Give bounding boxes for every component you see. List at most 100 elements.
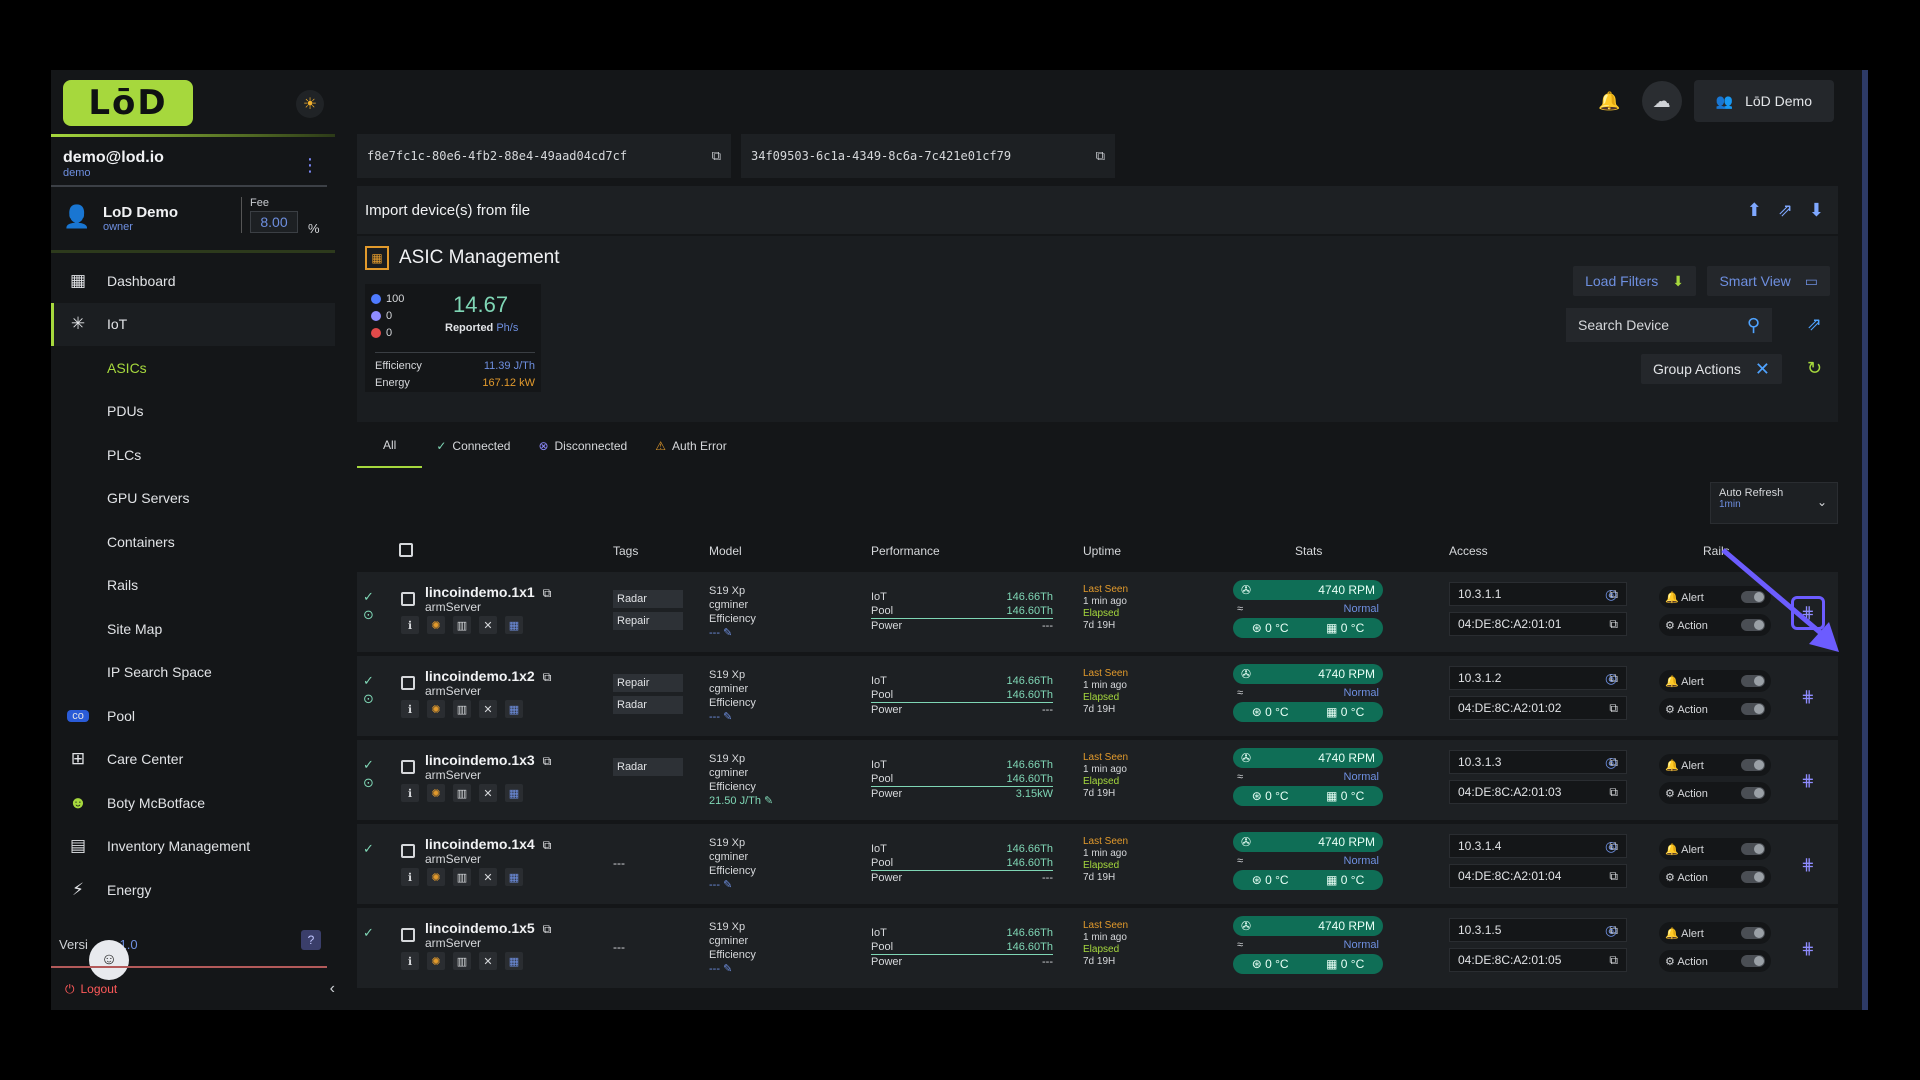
- help-icon[interactable]: ?: [301, 930, 321, 950]
- action-toggle[interactable]: [1741, 955, 1765, 967]
- more-vertical-icon[interactable]: ⋮: [301, 155, 319, 175]
- calendar-icon[interactable]: ▦: [505, 700, 523, 718]
- search-input[interactable]: Search Device ⚲: [1566, 308, 1772, 342]
- sidebar-item-pool[interactable]: co Pool: [51, 694, 335, 738]
- tools-icon[interactable]: ✕: [479, 700, 497, 718]
- gear-icon[interactable]: ✺: [427, 868, 445, 886]
- copy-icon[interactable]: ⧉: [542, 670, 552, 684]
- info-icon[interactable]: ℹ: [401, 700, 419, 718]
- smart-view-button[interactable]: Smart View ▭: [1707, 266, 1830, 296]
- rails-settings-icon[interactable]: ⋕: [1801, 941, 1815, 958]
- copy-icon[interactable]: ⧉: [542, 586, 552, 600]
- collapse-sidebar-icon[interactable]: ‹: [329, 980, 335, 997]
- sidebar-sub-gpu-servers[interactable]: GPU Servers: [107, 490, 190, 507]
- ip-field[interactable]: 10.3.1.4 ⧉: [1449, 834, 1627, 858]
- open-external-icon[interactable]: ⧉: [1609, 838, 1618, 853]
- sidebar-item-energy[interactable]: ⚡ Energy: [51, 868, 335, 912]
- copy-icon[interactable]: ⧉: [542, 922, 552, 936]
- row-checkbox[interactable]: [401, 844, 415, 858]
- download-icon[interactable]: ⬇: [1808, 199, 1824, 220]
- sidebar-sub-pdus[interactable]: PDUs: [107, 403, 144, 420]
- calendar-icon[interactable]: ▦: [505, 952, 523, 970]
- ip-field[interactable]: 10.3.1.1 ⧉: [1449, 582, 1627, 606]
- fingerprint-icon[interactable]: ◎: [1605, 586, 1618, 602]
- action-toggle[interactable]: [1741, 619, 1765, 631]
- tag-badge[interactable]: Repair: [613, 674, 683, 692]
- copy-icon[interactable]: ⧉: [1609, 616, 1618, 631]
- copy-icon[interactable]: ⧉: [1609, 700, 1618, 715]
- fingerprint-icon[interactable]: ◎: [1605, 922, 1618, 938]
- tag-badge[interactable]: Radar: [613, 696, 683, 714]
- copy-icon[interactable]: ⧉: [1609, 868, 1618, 883]
- ip-field[interactable]: 10.3.1.5 ⧉: [1449, 918, 1627, 942]
- search-icon[interactable]: ⚲: [1746, 314, 1760, 335]
- action-toggle-row[interactable]: ⚙ Action: [1659, 614, 1771, 636]
- sidebar-sub-ip-search-space[interactable]: IP Search Space: [107, 664, 212, 681]
- tag-badge[interactable]: Radar: [613, 758, 683, 776]
- copy-icon[interactable]: ⧉: [711, 148, 721, 164]
- alert-toggle-row[interactable]: 🔔 Alert: [1659, 586, 1771, 608]
- export-icon[interactable]: ⇗: [1806, 314, 1822, 334]
- rails-settings-icon[interactable]: ⋕: [1801, 857, 1815, 874]
- sidebar-sub-site-map[interactable]: Site Map: [107, 620, 163, 637]
- tools-icon[interactable]: ✕: [479, 868, 497, 886]
- alert-toggle-row[interactable]: 🔔 Alert: [1659, 670, 1771, 692]
- tag-badge[interactable]: Radar: [613, 590, 683, 608]
- copy-icon[interactable]: ⧉: [542, 838, 552, 852]
- row-checkbox[interactable]: [401, 592, 415, 606]
- sidebar-sub-asics[interactable]: ASICs: [107, 359, 147, 376]
- auto-refresh-select[interactable]: Auto Refresh 1min ⌄: [1710, 482, 1838, 524]
- cloud-upload-icon[interactable]: ☁: [1641, 81, 1682, 121]
- tools-icon[interactable]: ✕: [479, 784, 497, 802]
- alert-toggle-row[interactable]: 🔔 Alert: [1659, 754, 1771, 776]
- edit-icon[interactable]: ✎: [764, 795, 774, 807]
- alert-toggle[interactable]: [1741, 591, 1765, 603]
- action-toggle-row[interactable]: ⚙ Action: [1659, 698, 1771, 720]
- alert-toggle[interactable]: [1741, 759, 1765, 771]
- fingerprint-icon[interactable]: ◎: [1605, 754, 1618, 770]
- fingerprint-icon[interactable]: ◎: [1605, 838, 1618, 854]
- tag-badge[interactable]: Repair: [613, 612, 683, 630]
- fee-input[interactable]: 8.00: [250, 211, 298, 233]
- info-icon[interactable]: ℹ: [401, 868, 419, 886]
- mac-field[interactable]: 04:DE:8C:A2:01:01 ⧉: [1449, 612, 1627, 636]
- row-checkbox[interactable]: [401, 676, 415, 690]
- alert-toggle-row[interactable]: 🔔 Alert: [1659, 922, 1771, 944]
- sidebar-sub-rails[interactable]: Rails: [107, 577, 139, 594]
- copy-icon[interactable]: ⧉: [1609, 784, 1618, 799]
- action-toggle[interactable]: [1741, 703, 1765, 715]
- row-checkbox[interactable]: [401, 760, 415, 774]
- tab-connected[interactable]: ✓ Connected: [422, 424, 524, 468]
- action-toggle[interactable]: [1741, 787, 1765, 799]
- layout-icon[interactable]: ▥: [453, 868, 471, 886]
- edit-icon[interactable]: ✎: [723, 711, 733, 723]
- gear-icon[interactable]: ✺: [427, 616, 445, 634]
- mac-field[interactable]: 04:DE:8C:A2:01:04 ⧉: [1449, 864, 1627, 888]
- scrollbar[interactable]: [1862, 70, 1868, 1010]
- action-toggle[interactable]: [1741, 871, 1765, 883]
- open-external-icon[interactable]: ⧉: [1609, 670, 1618, 685]
- layout-icon[interactable]: ▥: [453, 784, 471, 802]
- gear-icon[interactable]: ✺: [427, 700, 445, 718]
- action-toggle-row[interactable]: ⚙ Action: [1659, 866, 1771, 888]
- edit-icon[interactable]: ✎: [723, 627, 733, 639]
- tab-all[interactable]: All: [357, 424, 423, 468]
- info-icon[interactable]: ℹ: [401, 952, 419, 970]
- ip-field[interactable]: 10.3.1.2 ⧉: [1449, 666, 1627, 690]
- select-all-checkbox[interactable]: [399, 543, 413, 557]
- calendar-icon[interactable]: ▦: [505, 784, 523, 802]
- layout-icon[interactable]: ▥: [453, 952, 471, 970]
- open-external-icon[interactable]: ⧉: [1609, 754, 1618, 769]
- ip-field[interactable]: 10.3.1.3 ⧉: [1449, 750, 1627, 774]
- alert-toggle[interactable]: [1741, 675, 1765, 687]
- sidebar-sub-containers[interactable]: Containers: [107, 533, 175, 550]
- layout-icon[interactable]: ▥: [453, 616, 471, 634]
- copy-icon[interactable]: ⧉: [1095, 148, 1105, 164]
- sidebar-item-boty[interactable]: ☻ Boty McBotface: [51, 781, 335, 825]
- alert-toggle[interactable]: [1741, 927, 1765, 939]
- open-external-icon[interactable]: ⧉: [1609, 922, 1618, 937]
- theme-toggle-sun-icon[interactable]: ☀: [296, 90, 324, 118]
- logout-button[interactable]: ⏻ Logout: [51, 966, 327, 1010]
- rails-settings-icon[interactable]: ⋕: [1801, 773, 1815, 790]
- mac-field[interactable]: 04:DE:8C:A2:01:02 ⧉: [1449, 696, 1627, 720]
